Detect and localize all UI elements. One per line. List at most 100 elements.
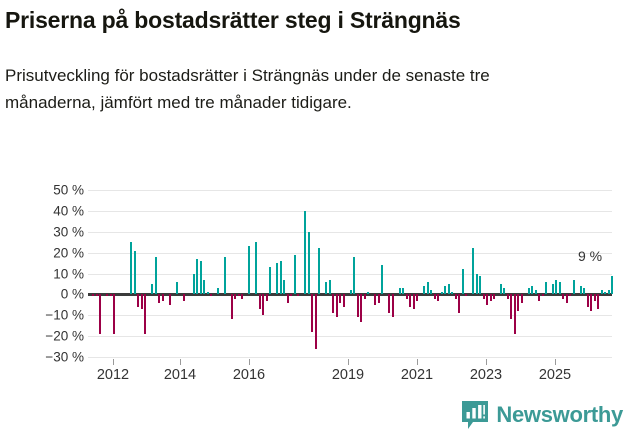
bar-negative [538, 294, 541, 301]
bar-positive [207, 292, 210, 295]
bar-negative [594, 294, 597, 301]
bar-negative [465, 294, 468, 297]
bar-positive [134, 250, 137, 295]
bar-positive [325, 281, 328, 295]
y-axis-tick-label: −30 % [45, 349, 84, 365]
bar-negative [332, 294, 335, 314]
bar-negative [507, 294, 510, 299]
y-axis-tick-label: 20 % [53, 245, 84, 261]
bar-positive [500, 283, 503, 295]
bar-positive [462, 269, 465, 295]
bar-negative [437, 294, 440, 301]
zero-line [88, 293, 612, 297]
bar-negative [311, 294, 314, 332]
bar-negative [96, 294, 99, 297]
bar-negative [231, 294, 234, 320]
bar-positive [608, 290, 611, 295]
bar-positive [155, 256, 158, 295]
y-axis-tick-label: −20 % [45, 328, 84, 344]
x-axis-tick [486, 359, 487, 365]
gridline [88, 357, 612, 358]
bar-negative [297, 294, 300, 297]
bar-negative [458, 294, 461, 314]
bar-negative [343, 294, 346, 307]
bar-positive [448, 283, 451, 295]
bar-positive [611, 275, 614, 295]
bar-negative [210, 294, 213, 297]
y-axis-labels: 50 % 40 % 30 % 20 % 10 % 0 % −10 % −20 % −30 % [0, 183, 84, 365]
x-axis-tick-label: 2021 [400, 367, 434, 383]
bar-negative [542, 294, 545, 297]
bar-negative [416, 294, 419, 301]
bar-negative [336, 294, 339, 318]
bar-negative [378, 294, 381, 303]
bar-chart-speech-bubble-icon [462, 401, 489, 429]
bar-positive [531, 286, 534, 295]
bar-positive [441, 292, 444, 295]
bar-positive [423, 286, 426, 295]
bar-negative [406, 294, 409, 299]
bar-positive [381, 265, 384, 295]
x-axis: 2012 2014 2016 2019 2021 2023 2025 [88, 359, 612, 389]
chart-footer: Newsworthy [0, 398, 631, 439]
bar-negative [113, 294, 116, 335]
x-axis-tick [417, 359, 418, 365]
bar-negative [144, 294, 147, 335]
bar-positive [193, 273, 196, 295]
bar-positive [304, 210, 307, 295]
bar-positive [280, 260, 283, 295]
bar-negative [183, 294, 186, 301]
bar-negative [290, 294, 293, 297]
value-annotation: 9 % [578, 248, 603, 264]
y-axis-tick-label: 30 % [53, 224, 84, 240]
bar-positive [308, 231, 311, 295]
bar-negative [434, 294, 437, 299]
bar-negative [590, 294, 593, 312]
bar-positive [451, 292, 454, 295]
x-axis-tick-label: 2025 [538, 367, 572, 383]
bar-negative [455, 294, 458, 299]
bar-negative [137, 294, 140, 307]
bar-positive [399, 288, 402, 295]
bar-negative [241, 294, 244, 299]
bar-positive [269, 267, 272, 295]
bar-positive [203, 279, 206, 295]
bar-negative [266, 294, 269, 301]
bar-positive [200, 260, 203, 295]
bar-positive [430, 290, 433, 295]
y-axis-tick-label: −10 % [45, 307, 84, 323]
bar-positive [217, 288, 220, 295]
bar-positive [604, 292, 607, 295]
bar-negative [483, 294, 486, 299]
bar-negative [597, 294, 600, 309]
bar-positive [444, 286, 447, 295]
bar-negative [521, 294, 524, 303]
bar-negative [234, 294, 237, 299]
x-axis-tick-label: 2014 [163, 367, 197, 383]
bar-negative [587, 294, 590, 307]
bar-negative [566, 294, 569, 303]
bar-positive [573, 279, 576, 295]
bar-positive [318, 248, 321, 295]
bar-negative [517, 294, 520, 312]
bar-positive [580, 286, 583, 295]
bar-positive [472, 248, 475, 295]
bar-negative [413, 294, 416, 309]
bar-positive [276, 263, 279, 295]
gridline [88, 273, 612, 275]
newsworthy-logo[interactable]: Newsworthy [461, 400, 623, 430]
bar-positive [196, 258, 199, 295]
y-axis-tick-label: 50 % [53, 182, 84, 198]
page-title: Priserna på bostadsrätter steg i Strängn… [5, 7, 461, 33]
y-axis-tick-label: 40 % [53, 203, 84, 219]
bar-negative [364, 294, 367, 299]
bar-negative [259, 294, 262, 309]
x-axis-tick-label: 2023 [469, 367, 503, 383]
bar-positive [427, 281, 430, 295]
x-axis-tick [180, 359, 181, 365]
bar-negative [510, 294, 513, 320]
x-axis-tick [113, 359, 114, 365]
bar-negative [514, 294, 517, 335]
bar-positive [601, 290, 604, 295]
